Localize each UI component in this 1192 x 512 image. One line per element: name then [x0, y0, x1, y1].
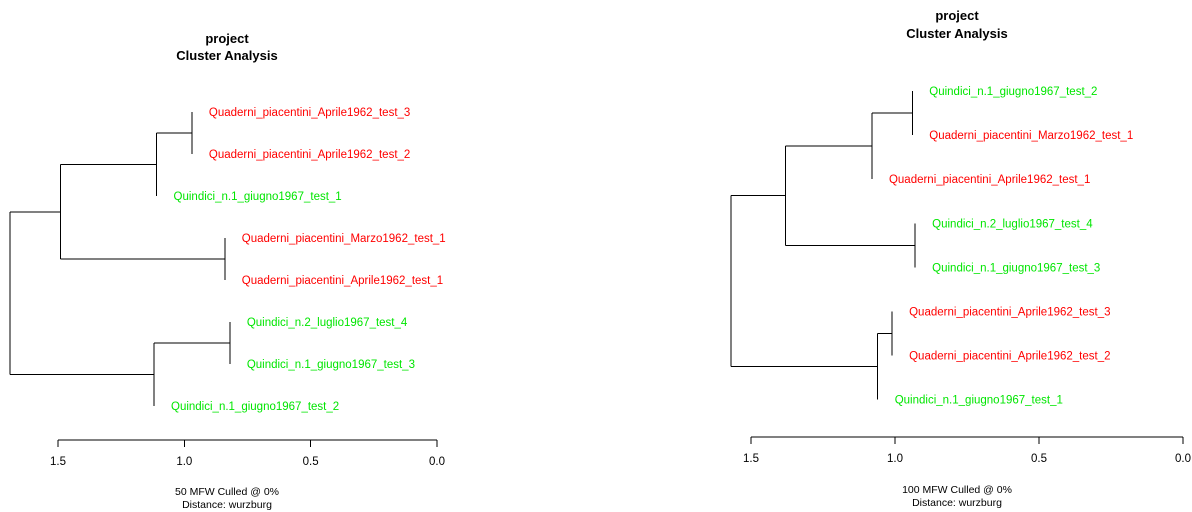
chart-title: project — [205, 31, 249, 46]
leaf-label: Quaderni_piacentini_Aprile1962_test_3 — [909, 307, 1110, 319]
leaf-label: Quaderni_piacentini_Aprile1962_test_3 — [209, 107, 410, 119]
chart-title: project — [935, 8, 979, 23]
leaf-label: Quindici_n.1_giugno1967_test_1 — [895, 395, 1063, 407]
leaf-labels: Quaderni_piacentini_Aprile1962_test_3 Qua… — [171, 107, 446, 413]
leaf-labels: Quindici_n.1_giugno1967_test_2 Quaderni_p… — [889, 86, 1133, 407]
dendrogram-panel-50mfw: project Cluster Analysis Quaderni_piacen… — [9, 31, 446, 511]
leaf-label: Quaderni_piacentini_Marzo1962_test_1 — [929, 130, 1133, 142]
footer-mfw: 100 MFW Culled @ 0% — [902, 484, 1012, 496]
x-axis: 1.5 1.0 0.5 0.0 — [50, 439, 445, 468]
tick-label: 0.5 — [303, 456, 319, 468]
leaf-label: Quaderni_piacentini_Aprile1962_test_1 — [242, 275, 443, 287]
footer-distance: Distance: wurzburg — [912, 497, 1002, 509]
branch-lines — [9, 112, 231, 406]
footer-mfw: 50 MFW Culled @ 0% — [175, 486, 279, 498]
leaf-label: Quindici_n.1_giugno1967_test_1 — [174, 191, 342, 203]
branch-lines — [730, 91, 916, 400]
leaf-label: Quindici_n.2_luglio1967_test_4 — [932, 218, 1093, 230]
footer-distance: Distance: wurzburg — [182, 499, 272, 511]
tick-label: 1.5 — [50, 456, 66, 468]
tick-label: 0.0 — [1175, 453, 1191, 465]
leaf-label: Quaderni_piacentini_Aprile1962_test_2 — [209, 149, 410, 161]
dendrogram-panel-100mfw: project Cluster Analysis Quindici_n.1_gi… — [730, 8, 1191, 509]
tick-label: 0.0 — [429, 456, 445, 468]
leaf-label: Quaderni_piacentini_Aprile1962_test_2 — [909, 351, 1110, 363]
x-axis: 1.5 1.0 0.5 0.0 — [743, 436, 1191, 465]
tick-label: 1.5 — [743, 453, 759, 465]
chart-subtitle: Cluster Analysis — [176, 48, 277, 63]
tick-label: 0.5 — [1031, 453, 1047, 465]
leaf-label: Quaderni_piacentini_Aprile1962_test_1 — [889, 174, 1090, 186]
leaf-label: Quaderni_piacentini_Marzo1962_test_1 — [242, 233, 446, 245]
tick-label: 1.0 — [176, 456, 192, 468]
leaf-label: Quindici_n.1_giugno1967_test_2 — [929, 86, 1097, 98]
leaf-label: Quindici_n.1_giugno1967_test_3 — [247, 359, 415, 371]
leaf-label: Quindici_n.1_giugno1967_test_2 — [171, 401, 339, 413]
chart-subtitle: Cluster Analysis — [906, 26, 1007, 41]
tick-label: 1.0 — [887, 453, 903, 465]
leaf-label: Quindici_n.2_luglio1967_test_4 — [247, 317, 408, 329]
leaf-label: Quindici_n.1_giugno1967_test_3 — [932, 262, 1100, 274]
